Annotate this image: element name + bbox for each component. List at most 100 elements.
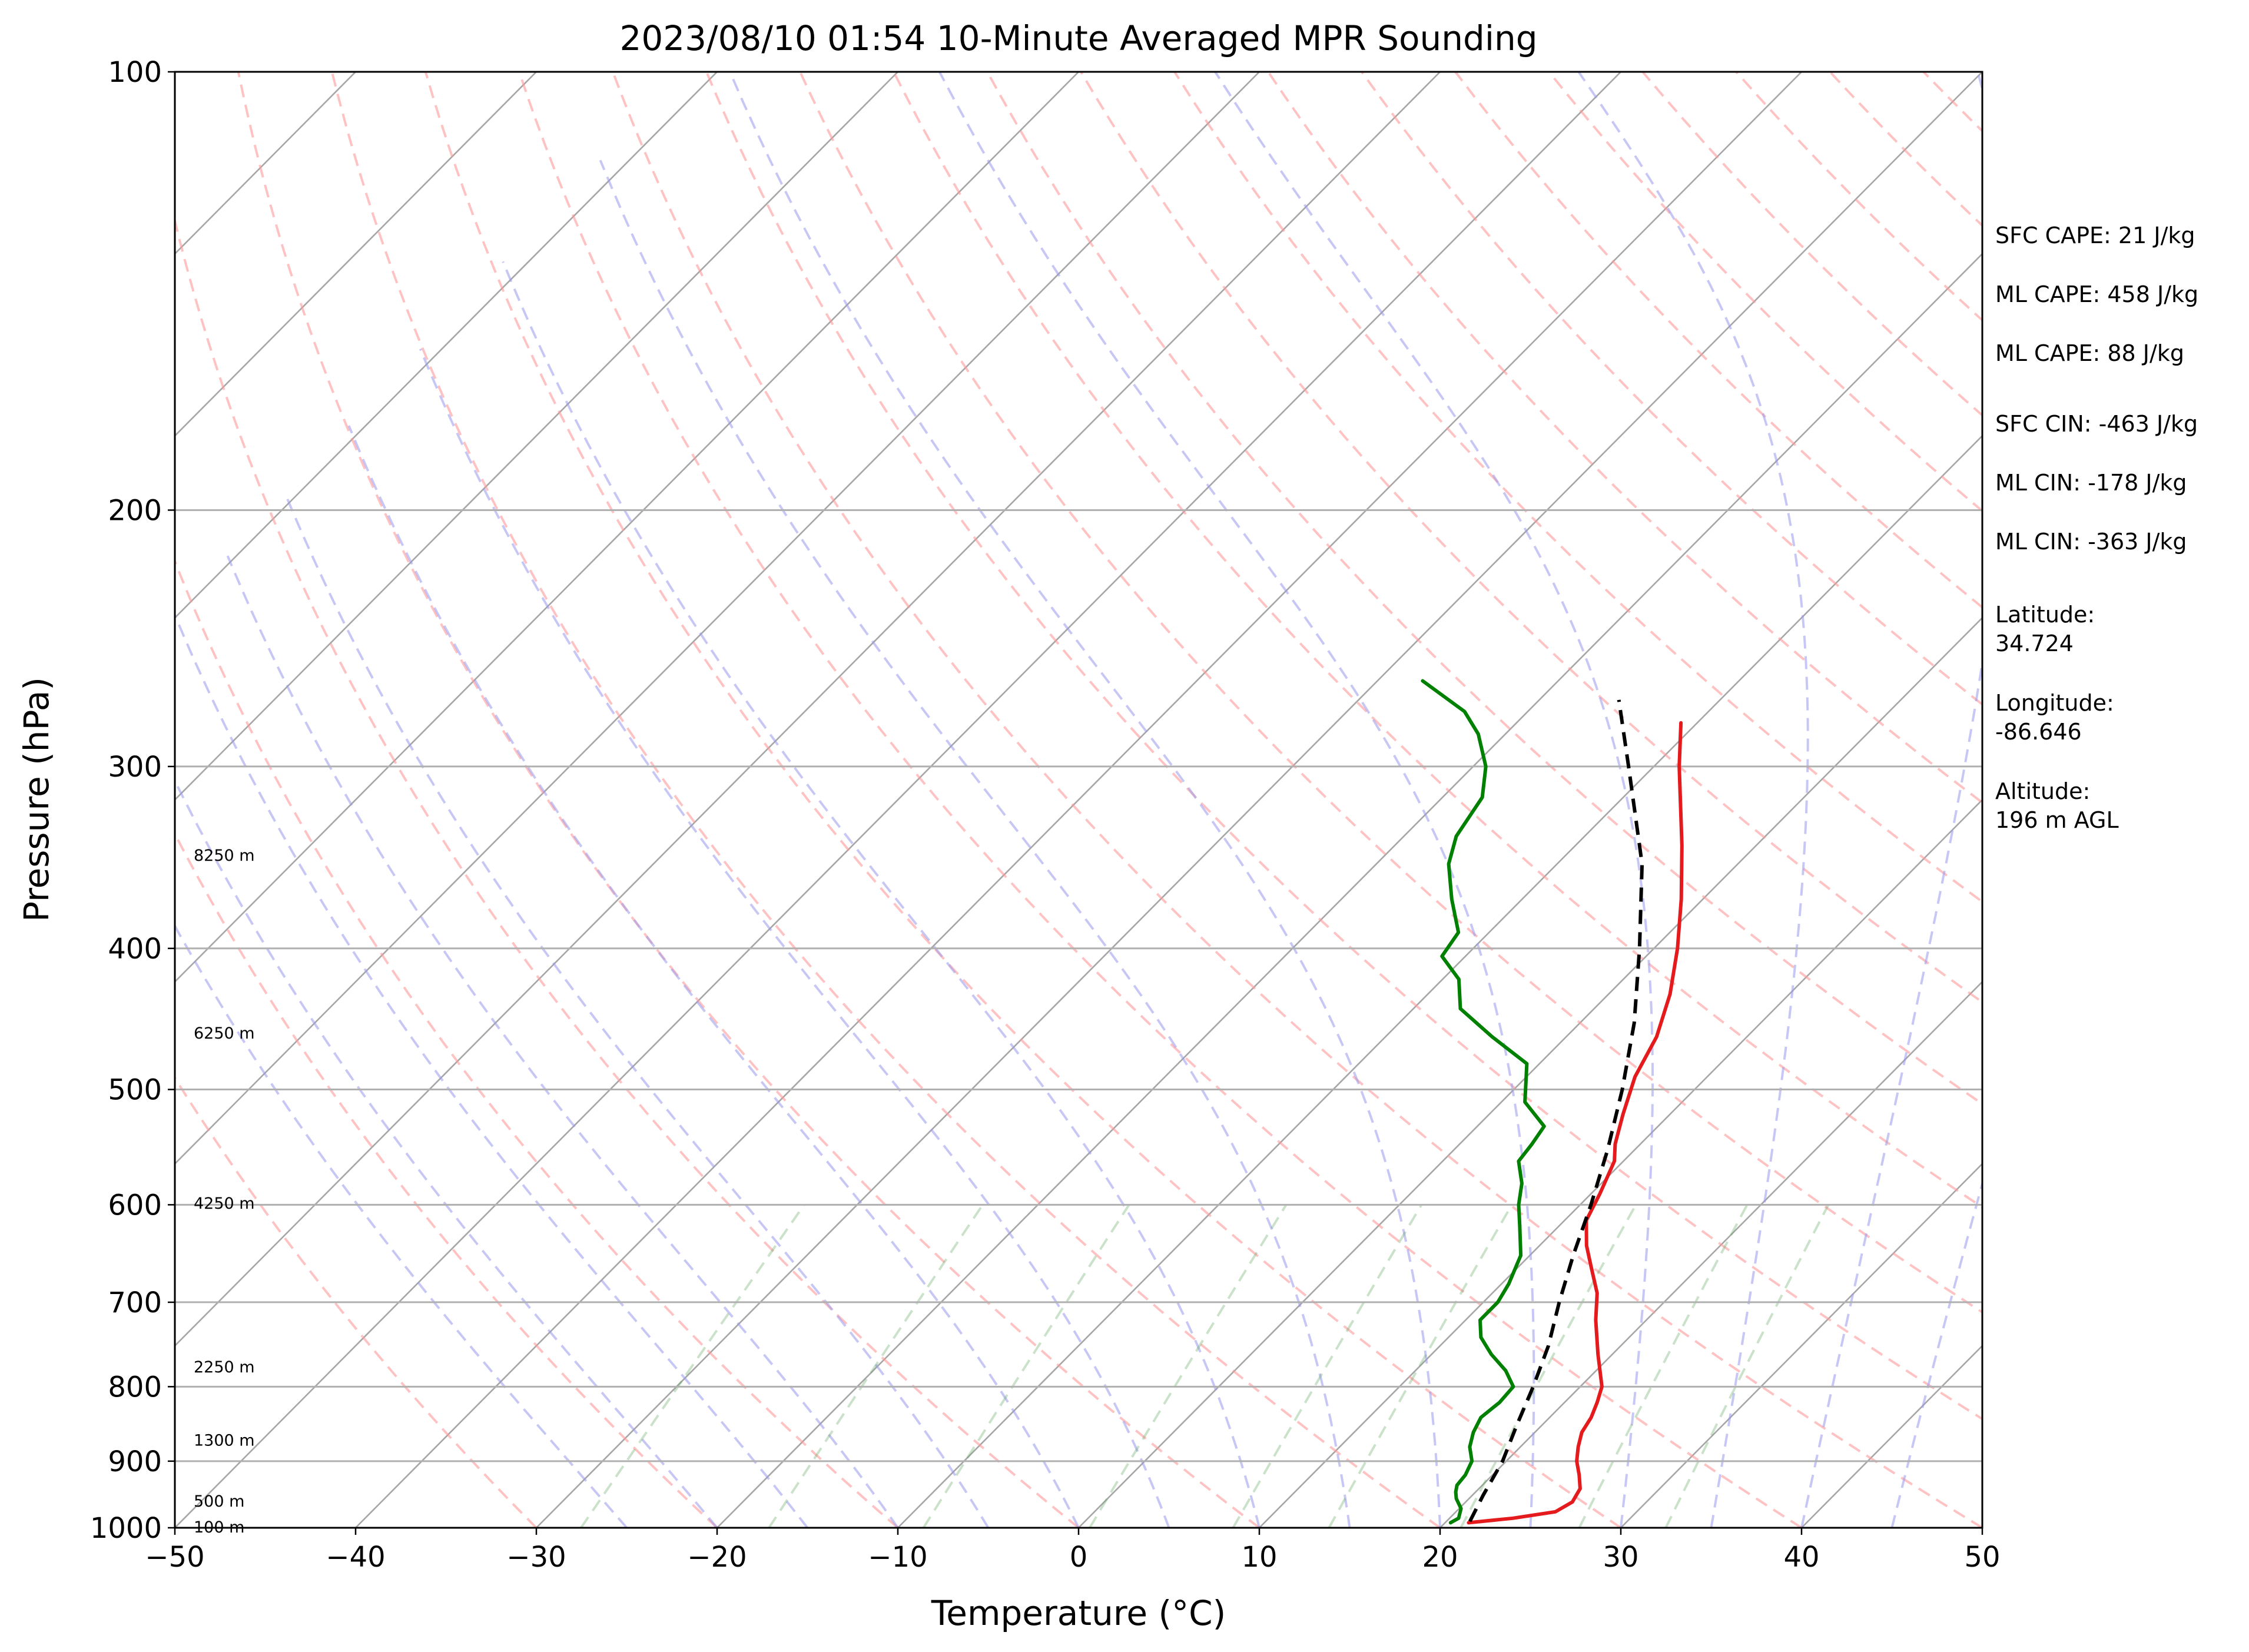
- isotherm-line: [175, 72, 898, 801]
- mixing-ratio-line: [922, 1204, 1130, 1528]
- isotherm-line: [175, 72, 1260, 1165]
- dry-adiabat-line: [1641, 72, 1982, 417]
- parcel-path-line: [1468, 699, 1644, 1522]
- y-tick-label: 900: [108, 1445, 162, 1478]
- longitude-value: -86.646: [1995, 719, 2082, 745]
- x-tick-label: 20: [1422, 1541, 1458, 1574]
- y-axis-label: Pressure (hPa): [16, 677, 57, 922]
- y-tick-label: 600: [108, 1189, 162, 1222]
- dry-adiabat-line: [1454, 72, 1982, 609]
- moist-adiabat-line: [226, 555, 899, 1528]
- isotherm-line: [175, 72, 1621, 1528]
- moist-adiabat-line: [728, 72, 1441, 1528]
- dry-adiabat-line: [799, 72, 1982, 1314]
- y-tick-label: 100: [108, 56, 162, 89]
- y-tick-label: 800: [108, 1371, 162, 1404]
- mixing-ratio-line: [1328, 1204, 1513, 1528]
- height-label: 100 m: [194, 1518, 244, 1537]
- x-tick-label: 40: [1783, 1541, 1819, 1574]
- isotherm-line: [175, 72, 537, 437]
- dry-adiabat-line: [1548, 72, 1982, 513]
- height-label: 500 m: [194, 1492, 244, 1511]
- dry-adiabat-line: [893, 72, 1982, 1209]
- y-tick-label: 400: [108, 933, 162, 966]
- longitude-label: Longitude:: [1995, 690, 2114, 716]
- sfc-cin-text: SFC CIN: -463 J/kg: [1995, 411, 2198, 437]
- x-axis-ticks: −50 −40 −30 −20 −10 0 10 20 30 40 50: [145, 1528, 2001, 1574]
- x-tick-label: −40: [326, 1541, 385, 1574]
- moist-adiabat-line: [284, 493, 990, 1528]
- x-tick-label: 10: [1241, 1541, 1277, 1574]
- height-label: 4250 m: [194, 1195, 255, 1213]
- profile-lines: [1421, 679, 1684, 1525]
- background-lines: [175, 72, 1982, 1528]
- height-label: 6250 m: [194, 1024, 255, 1043]
- isotherm-line: [175, 72, 1079, 983]
- moist-adiabat-line: [1577, 72, 1809, 1528]
- altitude-value: 196 m AGL: [1995, 807, 2119, 833]
- x-tick-label: −50: [145, 1541, 204, 1574]
- isotherm-line: [1620, 1162, 1982, 1528]
- dewpoint-profile-line: [1421, 679, 1546, 1525]
- mixing-ratio-line: [1232, 1204, 1423, 1528]
- isotherm-line: [1078, 616, 1982, 1528]
- dry-adiabat-line: [175, 558, 899, 1528]
- altitude-label: Altitude:: [1995, 778, 2090, 804]
- height-labels: 8250 m 6250 m 4250 m 2250 m 1300 m 500 m 100 m: [194, 847, 255, 1537]
- height-label: 8250 m: [194, 847, 255, 865]
- isotherm-line: [1439, 980, 1982, 1528]
- info-panel: SFC CAPE: 21 J/kg ML CAPE: 458 J/kg ML C…: [1995, 223, 2198, 833]
- x-tick-label: −20: [687, 1541, 747, 1574]
- chart-title: 2023/08/10 01:54 10-Minute Averaged MPR …: [619, 18, 1537, 58]
- y-tick-label: 300: [108, 751, 162, 784]
- isotherm-line: [717, 253, 1982, 1528]
- x-tick-label: −30: [506, 1541, 566, 1574]
- ml-cin-text: ML CIN: -178 J/kg: [1995, 470, 2187, 496]
- dry-adiabat-line: [175, 1076, 538, 1528]
- mixing-ratio-line: [1664, 1204, 1830, 1528]
- mixing-ratio-line: [768, 1204, 984, 1528]
- dry-adiabat-line: [175, 215, 1080, 1528]
- dry-adiabat-line: [705, 72, 1982, 1421]
- ml-cape-text-2: ML CAPE: 88 J/kg: [1995, 340, 2184, 366]
- height-label: 2250 m: [194, 1358, 255, 1376]
- dry-adiabat-line: [330, 72, 1441, 1528]
- moist-adiabat-line: [1214, 72, 1654, 1528]
- isotherm-line: [536, 72, 1982, 1528]
- dry-adiabat-line: [424, 72, 1622, 1528]
- moist-adiabat-line: [175, 612, 809, 1528]
- moist-adiabat-line: [347, 425, 1080, 1528]
- ml-cin-text-2: ML CIN: -363 J/kg: [1995, 529, 2187, 555]
- x-tick-label: −10: [868, 1541, 927, 1574]
- mixing-ratio-line: [1578, 1204, 1749, 1528]
- height-label: 1300 m: [194, 1431, 255, 1449]
- y-tick-label: 200: [108, 494, 162, 527]
- isotherm-line: [175, 72, 718, 619]
- y-tick-label: 500: [108, 1074, 162, 1107]
- moist-adiabat-line: [175, 778, 718, 1528]
- dry-adiabat-line: [1735, 72, 1982, 322]
- x-tick-label: 30: [1603, 1541, 1638, 1574]
- dry-adiabat-line: [612, 72, 1982, 1528]
- moist-adiabat-line: [419, 348, 1170, 1528]
- moist-adiabat-line: [1800, 72, 1982, 1528]
- ml-cape-text: ML CAPE: 458 J/kg: [1995, 281, 2198, 307]
- temperature-profile-line: [1467, 721, 1684, 1525]
- moist-adiabat-line: [1890, 1179, 1982, 1528]
- x-axis-label: Temperature (°C): [931, 1593, 1226, 1633]
- mixing-ratio-line: [1089, 1204, 1288, 1528]
- y-axis-ticks: 100 200 300 400 500 600 700 800 900 1000: [90, 56, 175, 1545]
- dry-adiabat-line: [175, 831, 718, 1528]
- x-tick-label: 50: [1964, 1541, 2000, 1574]
- mixing-ratio-line: [580, 1204, 805, 1528]
- sfc-cape-text: SFC CAPE: 21 J/kg: [1995, 223, 2195, 248]
- dry-adiabat-line: [237, 72, 1260, 1528]
- moist-adiabat-line: [175, 923, 628, 1528]
- latitude-value: 34.724: [1995, 631, 2074, 656]
- y-tick-label: 700: [108, 1286, 162, 1319]
- x-tick-label: 0: [1070, 1541, 1088, 1574]
- dry-adiabat-line: [1267, 72, 1982, 804]
- latitude-label: Latitude:: [1995, 602, 2095, 628]
- isotherm-line: [355, 72, 1802, 1528]
- dry-adiabat-line: [518, 72, 1803, 1528]
